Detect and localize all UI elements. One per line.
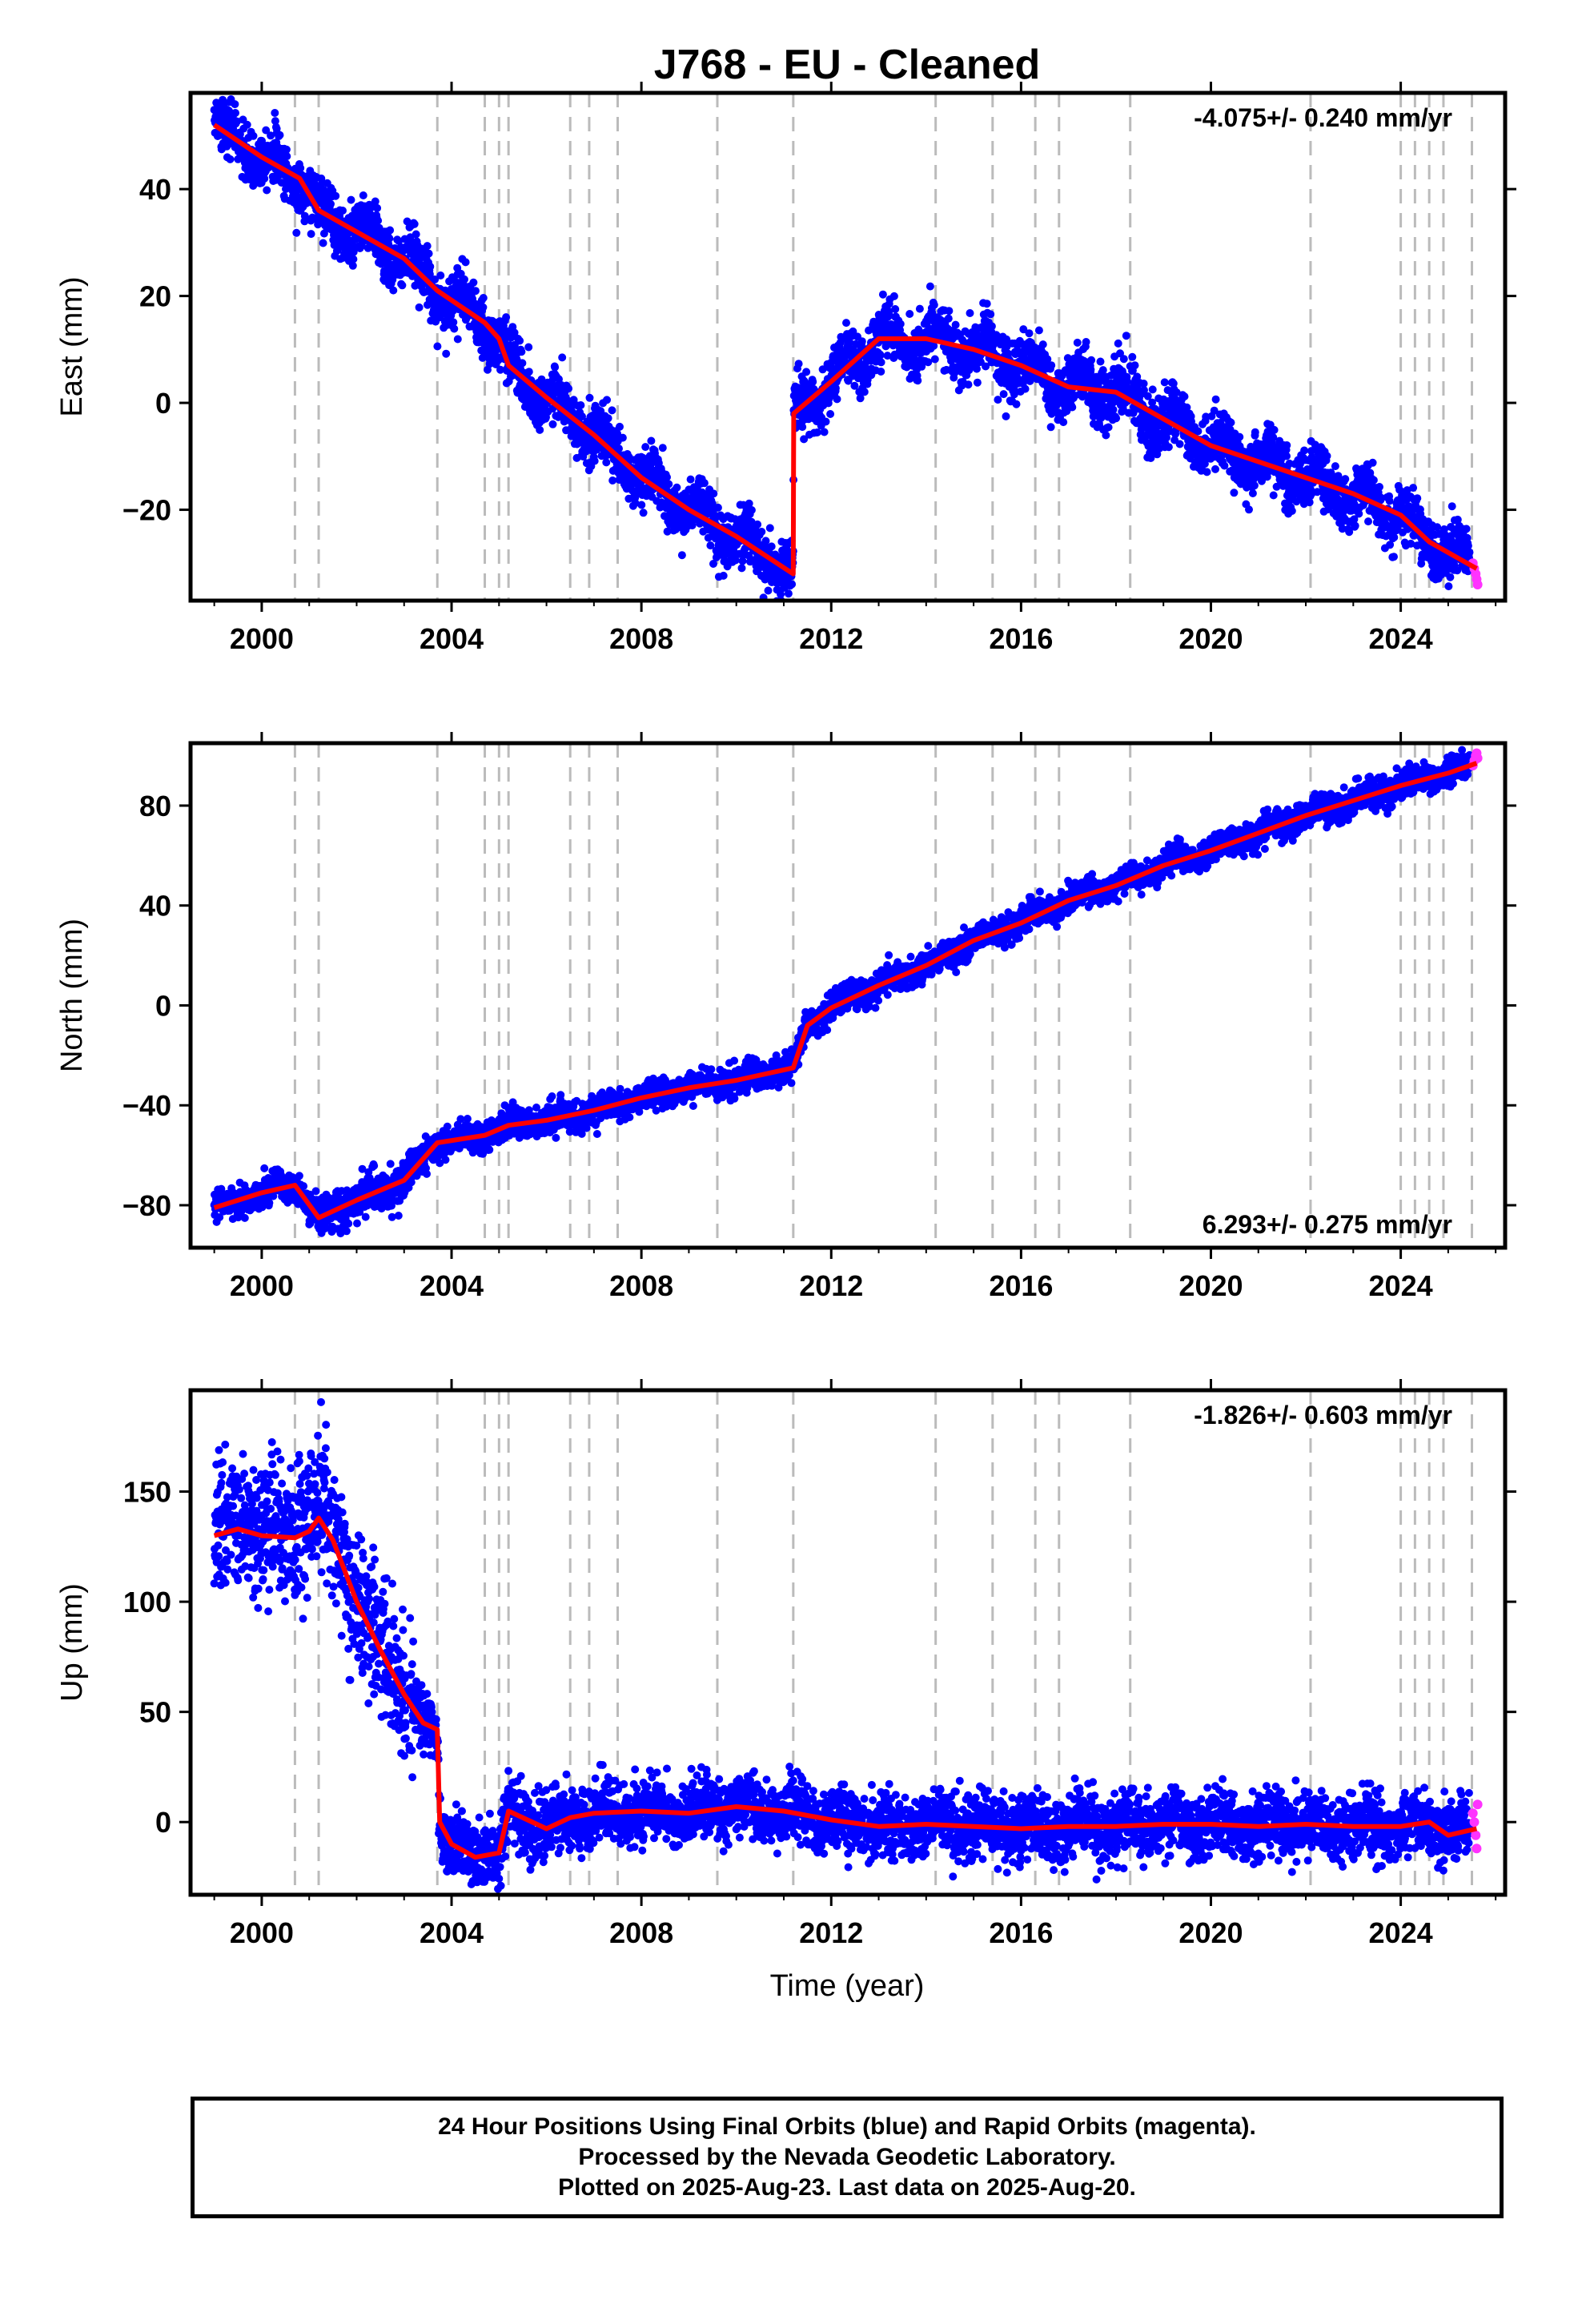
final-orbit-points [211,746,1474,1238]
x-tick-label: 2000 [230,1916,294,1949]
x-tick-label: 2024 [1369,1269,1433,1302]
x-tick-label: 2008 [609,622,673,655]
x-tick-label: 2024 [1369,622,1433,655]
x-tick-label: 2020 [1178,1269,1243,1302]
y-tick-label: −80 [122,1189,171,1222]
final-orbit-points [211,1398,1474,1908]
caption-box: 24 Hour Positions Using Final Orbits (bl… [191,2097,1504,2218]
y-axis-label: Up (mm) [55,1583,89,1702]
panels: 2000 2004 2008 2012 2016 2020 2024 40 20 0 −20 East… [55,81,1516,1949]
y-axis-label: North (mm) [55,919,89,1072]
y-tick-label: 20 [139,280,171,313]
x-tick-label: 2016 [989,1269,1053,1302]
x-tick-label: 2012 [799,1269,863,1302]
panel-up: 2000 2004 2008 2012 2016 2020 2024 150 100 50 0 Up … [55,1379,1516,1949]
x-tick-label: 2000 [230,622,294,655]
x-tick-label: 2008 [609,1916,673,1949]
x-tick-label: 2000 [230,1269,294,1302]
rapid-orbit-point [1473,1799,1483,1809]
caption-line-3: Plotted on 2025-Aug-23. Last data on 202… [195,2173,1500,2203]
y-tick-label: 50 [139,1696,171,1729]
caption-line-2: Processed by the Nevada Geodetic Laborat… [195,2142,1500,2173]
x-tick-label: 2016 [989,1916,1053,1949]
x-tick-label: 2004 [420,622,484,655]
final-orbit-scatter [211,746,1474,1238]
y-tick-label: 40 [139,890,171,923]
rapid-orbit-point [1468,1808,1478,1818]
y-tick-label: −40 [122,1089,171,1122]
rapid-orbit-point [1469,1817,1479,1827]
y-tick-label: 0 [155,1806,171,1839]
x-tick-label: 2020 [1178,622,1243,655]
final-orbit-scatter [211,81,1474,609]
y-tick-label: 80 [139,790,171,822]
x-tick-label: 2004 [420,1916,484,1949]
x-tick-label: 2020 [1178,1916,1243,1949]
rapid-orbit-point [1472,1844,1481,1853]
final-orbit-scatter [211,1398,1474,1908]
caption-line-1: 24 Hour Positions Using Final Orbits (bl… [195,2112,1500,2142]
x-tick-label: 2024 [1369,1916,1433,1949]
x-tick-label: 2004 [420,1269,484,1302]
rapid-orbit-point [1473,580,1483,589]
x-tick-label: 2008 [609,1269,673,1302]
rate-annotation: -1.826+/- 0.603 mm/yr [1194,1401,1452,1429]
y-tick-label: 40 [139,173,171,206]
final-orbit-points [211,81,1474,609]
panel-east: 2000 2004 2008 2012 2016 2020 2024 40 20 0 −20 East… [55,81,1516,655]
y-tick-label: 0 [155,989,171,1022]
panel-north: 2000 2004 2008 2012 2016 2020 2024 80 40 0 −40 −80 N… [55,732,1516,1302]
y-tick-label: −20 [122,494,171,527]
x-tick-label: 2012 [799,1916,863,1949]
rate-annotation: 6.293+/- 0.275 mm/yr [1203,1210,1452,1239]
x-tick-label: 2016 [989,622,1053,655]
rate-annotation: -4.075+/- 0.240 mm/yr [1194,103,1452,132]
y-tick-label: 150 [123,1476,171,1509]
y-tick-label: 100 [123,1586,171,1618]
chart-title: J768 - EU - Cleaned [654,42,1041,88]
x-axis-label: Time (year) [770,1969,925,2003]
x-tick-label: 2012 [799,622,863,655]
y-axis-label: East (mm) [55,276,89,416]
y-tick-label: 0 [155,387,171,420]
